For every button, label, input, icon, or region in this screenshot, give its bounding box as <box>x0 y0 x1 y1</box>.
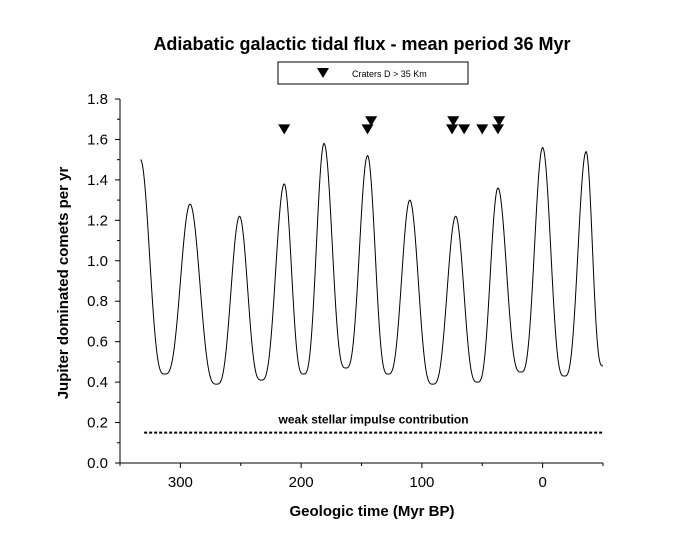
y-tick-label: 1.8 <box>87 91 108 108</box>
crater-markers <box>278 116 506 135</box>
crater-marker <box>361 124 374 135</box>
crater-marker <box>491 124 504 135</box>
x-tick-label: 200 <box>289 474 314 491</box>
y-tick-label: 1.2 <box>87 212 108 229</box>
y-tick-label: 0.2 <box>87 415 108 432</box>
legend-label: Craters D > 35 Km <box>352 69 427 79</box>
y-tick-label: 0.8 <box>87 293 108 310</box>
tidal-flux-line <box>140 142 603 385</box>
x-ticks: 300 200 100 0 <box>119 463 604 491</box>
crater-marker <box>493 116 506 127</box>
chart-title: Adiabatic galactic tidal flux - mean per… <box>153 34 570 54</box>
y-tick-label: 1.0 <box>87 253 108 270</box>
y-ticks: 0.0 0.2 0.4 0.6 0.8 1.0 1.2 1.4 1.6 1.8 <box>87 91 120 472</box>
crater-marker <box>278 124 291 135</box>
y-tick-label: 1.6 <box>87 131 108 148</box>
y-tick-label: 0.4 <box>87 374 108 391</box>
crater-marker <box>476 124 489 135</box>
x-tick-label: 0 <box>538 474 546 491</box>
legend: Craters D > 35 Km <box>277 61 469 85</box>
y-tick-label: 0.6 <box>87 334 108 351</box>
crater-marker <box>446 124 459 135</box>
x-tick-label: 300 <box>168 474 193 491</box>
legend-box <box>277 61 469 85</box>
crater-marker <box>447 116 460 127</box>
y-axis-title: Jupiter dominated comets per yr <box>55 167 72 400</box>
x-axis-title: Geologic time (Myr BP) <box>289 503 454 520</box>
y-tick-label: 1.4 <box>87 172 108 189</box>
y-tick-label: 0.0 <box>87 455 108 472</box>
crater-marker <box>458 124 471 135</box>
legend-crater-marker <box>317 68 329 78</box>
plot-area: 0.0 0.2 0.4 0.6 0.8 1.0 1.2 1.4 1.6 1.8 300 200 100… <box>87 91 604 491</box>
crater-marker <box>365 116 378 127</box>
x-tick-label: 100 <box>409 474 434 491</box>
stellar-impulse-label: weak stellar impulse contribution <box>278 413 469 427</box>
